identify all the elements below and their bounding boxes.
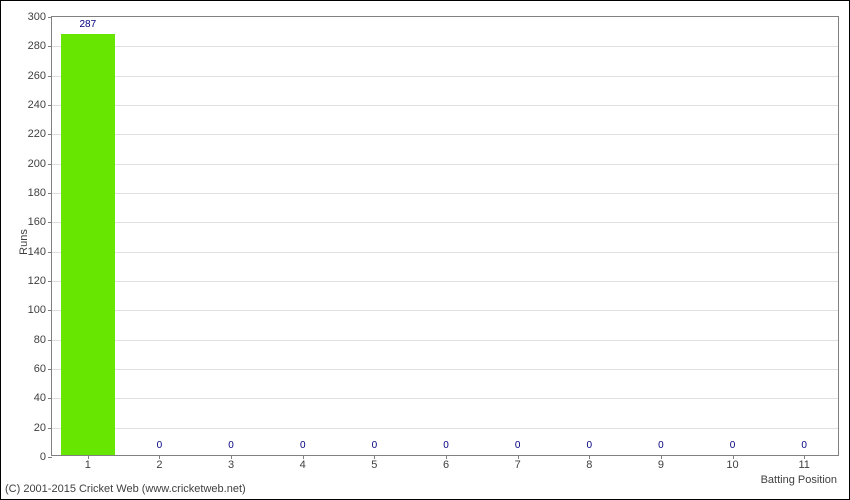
- x-tick-mark: [661, 455, 662, 459]
- y-tick-mark: [48, 222, 52, 223]
- y-tick-label: 160: [28, 216, 46, 228]
- x-tick-mark: [804, 455, 805, 459]
- y-gridline: [52, 369, 838, 370]
- y-tick-label: 80: [34, 334, 46, 346]
- x-axis-label: Batting Position: [761, 474, 837, 486]
- y-tick-label: 180: [28, 187, 46, 199]
- bar-value-label: 0: [515, 440, 521, 451]
- y-gridline: [52, 340, 838, 341]
- x-tick-label: 4: [300, 459, 306, 471]
- chart-container: 0204060801001201401601802002202402602803…: [0, 0, 850, 500]
- x-tick-label: 5: [371, 459, 377, 471]
- plot-area: 0204060801001201401601802002202402602803…: [51, 16, 839, 456]
- y-gridline: [52, 252, 838, 253]
- y-tick-mark: [48, 134, 52, 135]
- x-tick-mark: [518, 455, 519, 459]
- y-gridline: [52, 310, 838, 311]
- bar-value-label: 0: [730, 440, 736, 451]
- y-axis-label: Runs: [18, 229, 30, 255]
- y-tick-mark: [48, 310, 52, 311]
- y-tick-mark: [48, 164, 52, 165]
- y-tick-mark: [48, 252, 52, 253]
- bar-value-label: 0: [801, 440, 807, 451]
- x-tick-mark: [374, 455, 375, 459]
- y-gridline: [52, 428, 838, 429]
- y-tick-label: 300: [28, 11, 46, 23]
- x-tick-label: 8: [586, 459, 592, 471]
- bar-value-label: 0: [658, 440, 664, 451]
- y-tick-label: 40: [34, 392, 46, 404]
- x-tick-mark: [231, 455, 232, 459]
- y-tick-mark: [48, 281, 52, 282]
- y-tick-label: 140: [28, 246, 46, 258]
- x-tick-label: 1: [85, 459, 91, 471]
- x-tick-label: 11: [798, 459, 809, 471]
- x-tick-label: 6: [443, 459, 449, 471]
- y-gridline: [52, 134, 838, 135]
- y-tick-label: 120: [28, 275, 46, 287]
- bar-value-label: 287: [79, 19, 96, 30]
- y-tick-label: 60: [34, 363, 46, 375]
- y-gridline: [52, 46, 838, 47]
- y-gridline: [52, 398, 838, 399]
- x-tick-mark: [733, 455, 734, 459]
- y-tick-label: 260: [28, 70, 46, 82]
- y-gridline: [52, 281, 838, 282]
- x-tick-label: 7: [515, 459, 521, 471]
- y-gridline: [52, 105, 838, 106]
- y-tick-label: 280: [28, 40, 46, 52]
- y-tick-label: 220: [28, 128, 46, 140]
- y-tick-label: 100: [28, 304, 46, 316]
- y-tick-label: 0: [40, 451, 46, 463]
- bar-value-label: 0: [586, 440, 592, 451]
- y-tick-mark: [48, 340, 52, 341]
- y-gridline: [52, 193, 838, 194]
- bar: [61, 34, 115, 455]
- y-tick-mark: [48, 428, 52, 429]
- x-tick-mark: [589, 455, 590, 459]
- x-tick-mark: [88, 455, 89, 459]
- y-tick-mark: [48, 193, 52, 194]
- y-gridline: [52, 164, 838, 165]
- y-tick-label: 20: [34, 422, 46, 434]
- y-tick-mark: [48, 105, 52, 106]
- y-tick-mark: [48, 76, 52, 77]
- y-tick-mark: [48, 457, 52, 458]
- bar-value-label: 0: [300, 440, 306, 451]
- y-tick-mark: [48, 17, 52, 18]
- x-tick-mark: [303, 455, 304, 459]
- x-tick-mark: [159, 455, 160, 459]
- y-tick-label: 240: [28, 99, 46, 111]
- bar-value-label: 0: [228, 440, 234, 451]
- bar-value-label: 0: [372, 440, 378, 451]
- x-tick-label: 2: [156, 459, 162, 471]
- x-tick-label: 10: [726, 459, 738, 471]
- copyright-text: (C) 2001-2015 Cricket Web (www.cricketwe…: [5, 483, 246, 495]
- x-tick-label: 9: [658, 459, 664, 471]
- y-tick-mark: [48, 46, 52, 47]
- y-gridline: [52, 222, 838, 223]
- y-tick-label: 200: [28, 158, 46, 170]
- bar-value-label: 0: [157, 440, 163, 451]
- y-tick-mark: [48, 398, 52, 399]
- bar-value-label: 0: [443, 440, 449, 451]
- y-tick-mark: [48, 369, 52, 370]
- y-gridline: [52, 76, 838, 77]
- x-tick-label: 3: [228, 459, 234, 471]
- x-tick-mark: [446, 455, 447, 459]
